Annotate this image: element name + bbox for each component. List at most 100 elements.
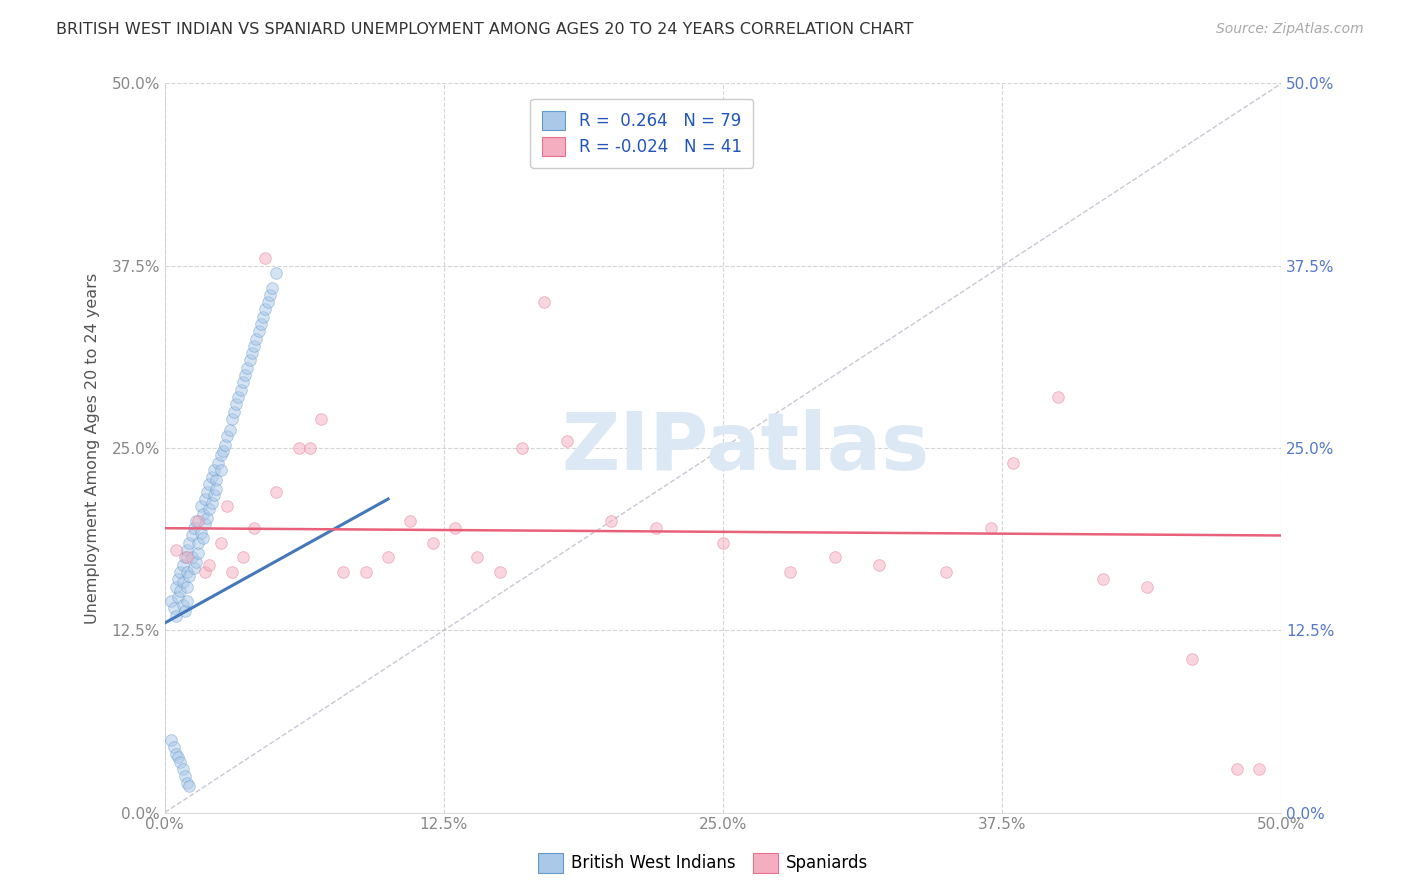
Point bbox=[165, 608, 187, 623]
Point bbox=[249, 317, 271, 331]
Point bbox=[555, 434, 578, 448]
Point bbox=[169, 755, 191, 769]
Text: ZIPatlas: ZIPatlas bbox=[561, 409, 929, 487]
Point bbox=[198, 502, 221, 516]
Legend: R =  0.264   N = 79, R = -0.024   N = 41: R = 0.264 N = 79, R = -0.024 N = 41 bbox=[530, 99, 754, 168]
Point bbox=[236, 360, 259, 375]
Point bbox=[172, 575, 194, 590]
Point bbox=[180, 528, 202, 542]
Point bbox=[444, 521, 467, 535]
Point bbox=[229, 383, 252, 397]
Point bbox=[510, 441, 533, 455]
Point bbox=[195, 511, 218, 525]
Point bbox=[309, 412, 332, 426]
Point bbox=[332, 565, 354, 579]
Point bbox=[980, 521, 1002, 535]
Point bbox=[377, 550, 399, 565]
Point bbox=[169, 565, 191, 579]
Point bbox=[467, 550, 489, 565]
Point bbox=[202, 463, 225, 477]
Point bbox=[217, 500, 239, 514]
Point bbox=[207, 456, 229, 470]
Point bbox=[254, 252, 277, 266]
Point bbox=[399, 514, 422, 528]
Point bbox=[239, 353, 262, 368]
Point bbox=[240, 346, 263, 360]
Point bbox=[201, 496, 224, 510]
Point bbox=[298, 441, 321, 455]
Point bbox=[165, 580, 187, 594]
Point bbox=[209, 463, 232, 477]
Point bbox=[191, 532, 214, 546]
Point bbox=[190, 500, 212, 514]
Point bbox=[173, 769, 195, 783]
Point bbox=[233, 368, 256, 382]
Point bbox=[202, 488, 225, 502]
Point bbox=[225, 397, 247, 411]
Point bbox=[184, 514, 207, 528]
Point bbox=[190, 525, 212, 540]
Point bbox=[935, 565, 957, 579]
Point bbox=[824, 550, 846, 565]
Point bbox=[1181, 652, 1204, 666]
Point bbox=[243, 521, 266, 535]
Point bbox=[195, 484, 218, 499]
Point bbox=[260, 280, 283, 294]
Point bbox=[198, 477, 221, 491]
Point bbox=[218, 424, 240, 438]
Point bbox=[172, 599, 194, 613]
Point bbox=[259, 288, 281, 302]
Point bbox=[256, 295, 278, 310]
Point bbox=[243, 339, 266, 353]
Point bbox=[173, 550, 195, 565]
Point bbox=[1002, 456, 1025, 470]
Point bbox=[169, 583, 191, 598]
Point bbox=[179, 569, 201, 583]
Point bbox=[711, 535, 734, 549]
Point bbox=[645, 521, 668, 535]
Point bbox=[172, 558, 194, 572]
Point bbox=[209, 535, 232, 549]
Point bbox=[354, 565, 377, 579]
Point bbox=[266, 266, 288, 280]
Point bbox=[165, 543, 187, 558]
Point bbox=[187, 514, 209, 528]
Point bbox=[1247, 762, 1270, 776]
Point bbox=[245, 332, 267, 346]
Point bbox=[176, 776, 198, 790]
Point bbox=[1047, 390, 1070, 404]
Point bbox=[198, 558, 221, 572]
Point bbox=[247, 324, 270, 338]
Point bbox=[172, 762, 194, 776]
Point bbox=[254, 302, 277, 317]
Point bbox=[1226, 762, 1249, 776]
Text: BRITISH WEST INDIAN VS SPANIARD UNEMPLOYMENT AMONG AGES 20 TO 24 YEARS CORRELATI: BRITISH WEST INDIAN VS SPANIARD UNEMPLOY… bbox=[56, 22, 914, 37]
Point bbox=[232, 550, 254, 565]
Point bbox=[211, 443, 233, 458]
Point bbox=[1091, 572, 1114, 586]
Point bbox=[191, 507, 214, 521]
Point bbox=[176, 543, 198, 558]
Point bbox=[184, 555, 207, 569]
Point bbox=[488, 565, 510, 579]
Point bbox=[163, 739, 186, 754]
Point bbox=[600, 514, 623, 528]
Point bbox=[194, 565, 217, 579]
Point bbox=[252, 310, 274, 324]
Point bbox=[160, 594, 183, 608]
Point bbox=[287, 441, 309, 455]
Point bbox=[205, 482, 228, 496]
Point bbox=[167, 750, 190, 764]
Point bbox=[179, 779, 201, 793]
Point bbox=[1136, 580, 1159, 594]
Point bbox=[179, 535, 201, 549]
Point bbox=[868, 558, 890, 572]
Point bbox=[222, 404, 245, 418]
Point bbox=[194, 516, 217, 531]
Legend: British West Indians, Spaniards: British West Indians, Spaniards bbox=[531, 847, 875, 880]
Point bbox=[533, 295, 555, 310]
Point bbox=[205, 473, 228, 487]
Point bbox=[167, 590, 190, 604]
Point bbox=[187, 535, 209, 549]
Point bbox=[176, 594, 198, 608]
